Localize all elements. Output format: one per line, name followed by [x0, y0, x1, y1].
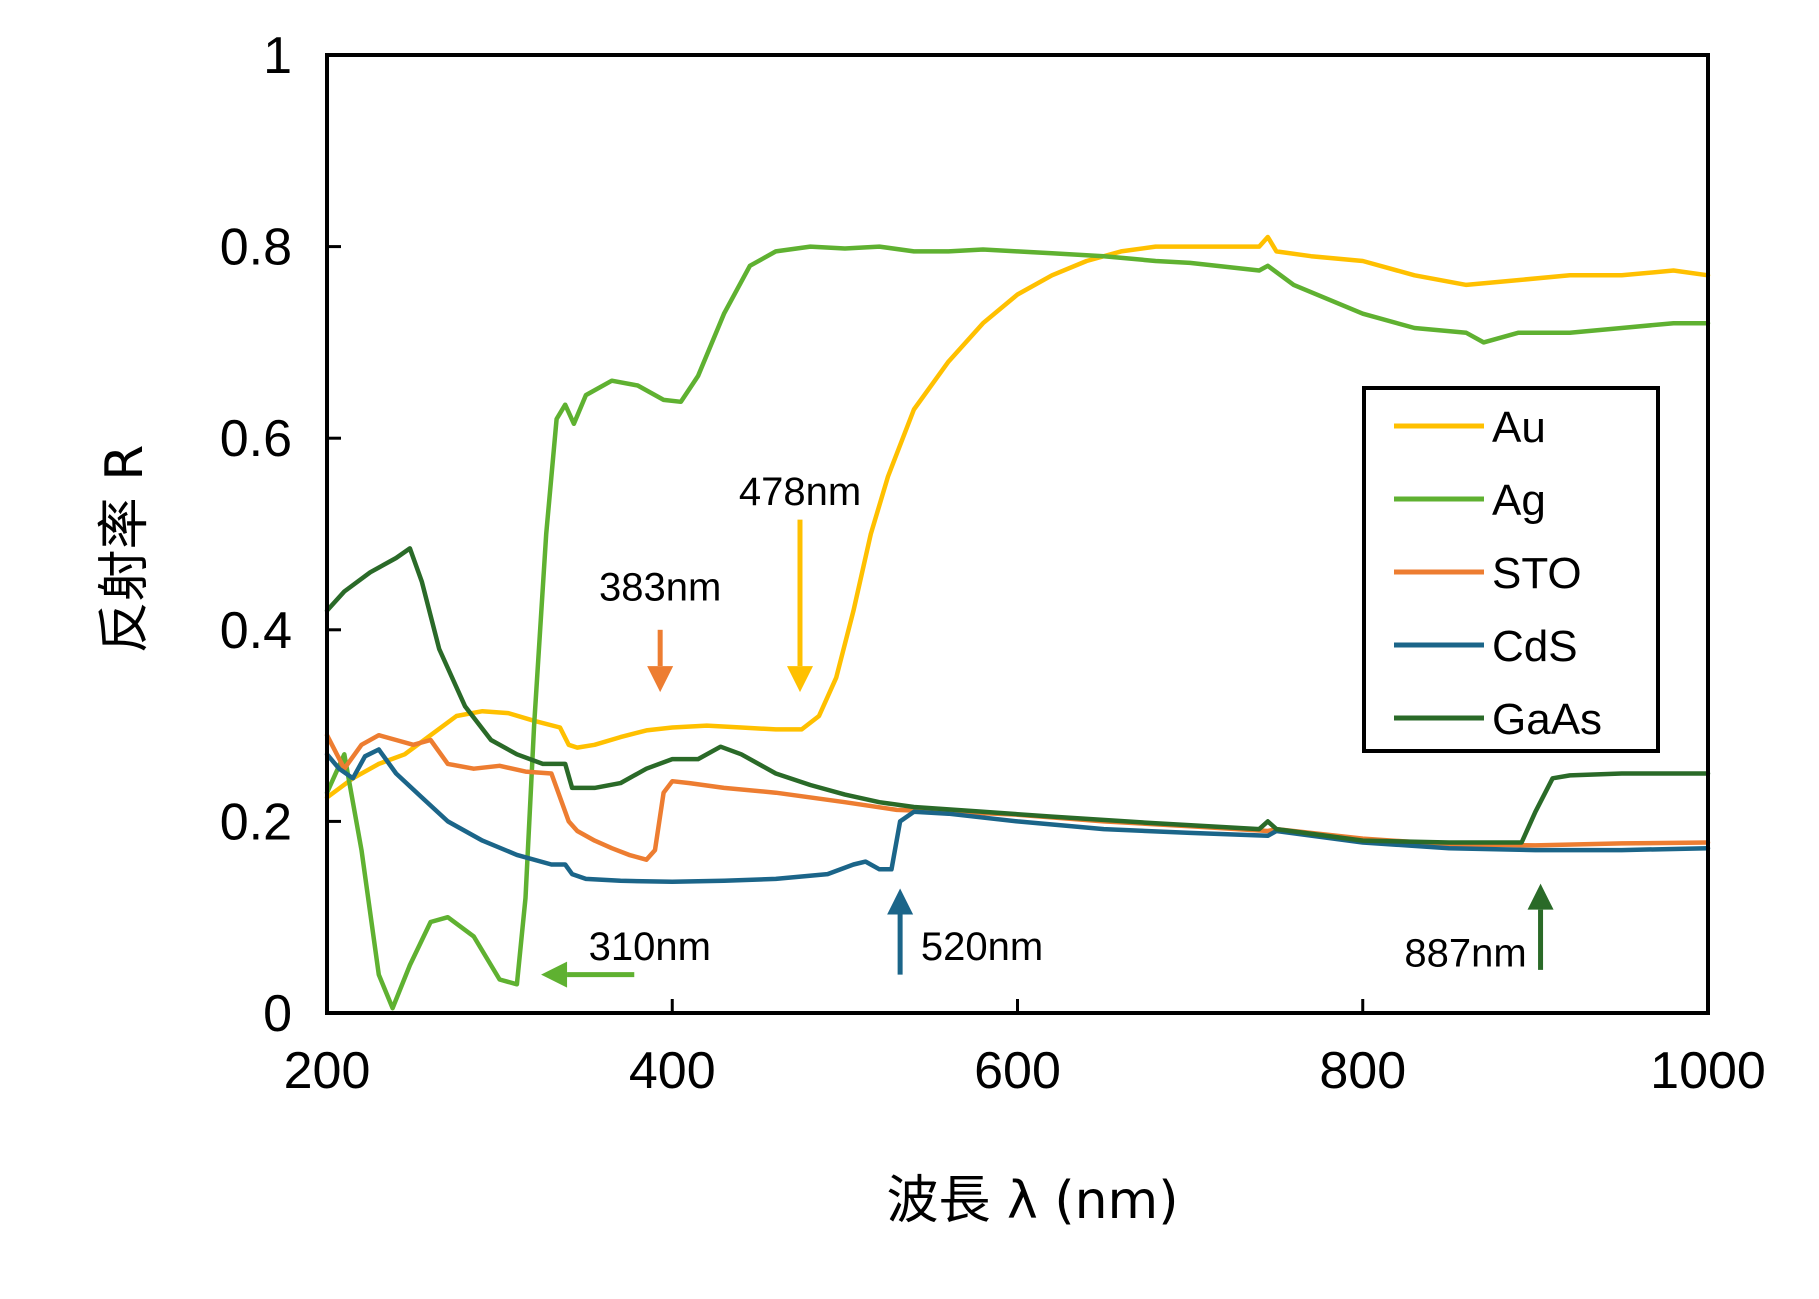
legend-label-sto: STO [1492, 549, 1582, 598]
legend: Au Ag STO CdS GaAs [1362, 386, 1660, 753]
y-tick-label: 0.4 [220, 602, 292, 660]
annotation-arrow-head [786, 666, 813, 693]
x-tick-label: 800 [1319, 1042, 1406, 1100]
legend-label-cds: CdS [1492, 622, 1578, 671]
annotation-887nm: 887nm [1404, 883, 1554, 976]
legend-label-gaas: GaAs [1492, 695, 1602, 744]
y-axis-title: 反射率 R [95, 445, 155, 654]
x-tick-label: 1000 [1650, 1042, 1766, 1100]
annotation-arrow-head [541, 961, 568, 988]
y-tick-label: 0.2 [220, 793, 292, 851]
legend-label-au: Au [1492, 403, 1546, 452]
annotation-520nm: 520nm [887, 888, 1043, 975]
legend-label-ag: Ag [1492, 476, 1546, 525]
annotation-383nm: 383nm [599, 566, 721, 693]
series-line-sto [324, 732, 1711, 862]
y-tick-label: 0.6 [220, 410, 292, 468]
annotation-label: 383nm [599, 566, 721, 610]
annotation-label: 478nm [739, 470, 861, 514]
y-tick-label: 0 [263, 985, 292, 1043]
annotation-label: 887nm [1404, 932, 1526, 976]
annotation-label: 520nm [921, 925, 1043, 969]
annotation-310nm: 310nm [541, 925, 711, 988]
y-tick-label: 1 [263, 27, 292, 85]
annotation-arrow-head [1527, 883, 1554, 910]
x-axis-title: 波長 λ (nm) [886, 1171, 1178, 1231]
series-line-ag [324, 244, 1711, 1011]
annotation-arrow-head [647, 666, 674, 693]
x-tick-label: 200 [284, 1042, 371, 1100]
y-tick-label: 0.8 [220, 219, 292, 277]
annotation-478nm: 478nm [739, 470, 861, 693]
x-tick-label: 600 [974, 1042, 1061, 1100]
series-line-au [324, 234, 1711, 800]
annotation-layer: 383nm 478nm 310nm 520nm 887nm [541, 470, 1554, 988]
tick-layer: 200 400 600 800 1000 0 0.2 0.4 0.6 0.8 1 [220, 27, 1766, 1100]
annotation-label: 310nm [589, 925, 711, 969]
series-layer [324, 234, 1711, 1011]
annotation-arrow-head [887, 888, 914, 915]
series-line-gaas [324, 546, 1711, 845]
series-line-cds [324, 747, 1711, 885]
x-tick-label: 400 [629, 1042, 716, 1100]
